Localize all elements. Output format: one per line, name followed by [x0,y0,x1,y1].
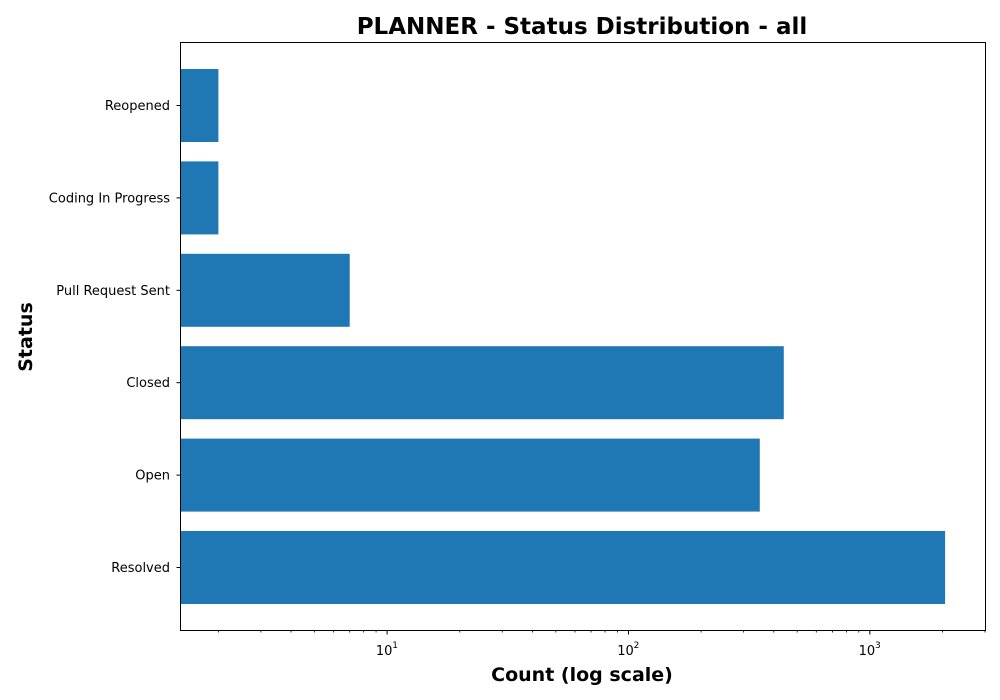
bar-pull-request-sent [181,253,350,327]
plot-area-frame [180,42,986,631]
x-axis-label: Count (log scale) [491,664,673,686]
x-tick-base: 10 [376,644,393,659]
x-tick-base: 10 [617,644,634,659]
y-axis-ticks: Resolved Open Closed Pull Request Sent Codin… [49,99,181,576]
y-tick-label-open: Open [135,469,170,484]
y-axis-label: Status [15,302,37,372]
x-tick-exponent: 2 [634,641,640,651]
y-tick-label-resolved: Resolved [111,561,170,576]
chart-title: PLANNER - Status Distribution - all [357,14,808,40]
y-tick-label-coding-in-progress: Coding In Progress [49,191,170,206]
x-tick-label: 10 2 [617,641,639,659]
x-tick-base: 10 [859,644,876,659]
bar-resolved [181,531,946,604]
bar-closed [181,346,784,420]
bar-reopened [181,69,219,142]
y-tick-label-reopened: Reopened [105,99,170,114]
x-tick-label: 10 1 [376,641,398,659]
bars-group [181,69,946,604]
x-tick-exponent: 3 [875,641,881,651]
x-tick-exponent: 1 [392,641,398,651]
x-axis-ticks: 10 1 10 2 10 3 [217,630,986,659]
bar-open [181,438,760,512]
bar-coding-in-progress [181,161,219,235]
x-tick-label: 10 3 [859,641,881,659]
y-tick-label-pull-request-sent: Pull Request Sent [56,284,170,299]
y-tick-label-closed: Closed [126,376,170,391]
